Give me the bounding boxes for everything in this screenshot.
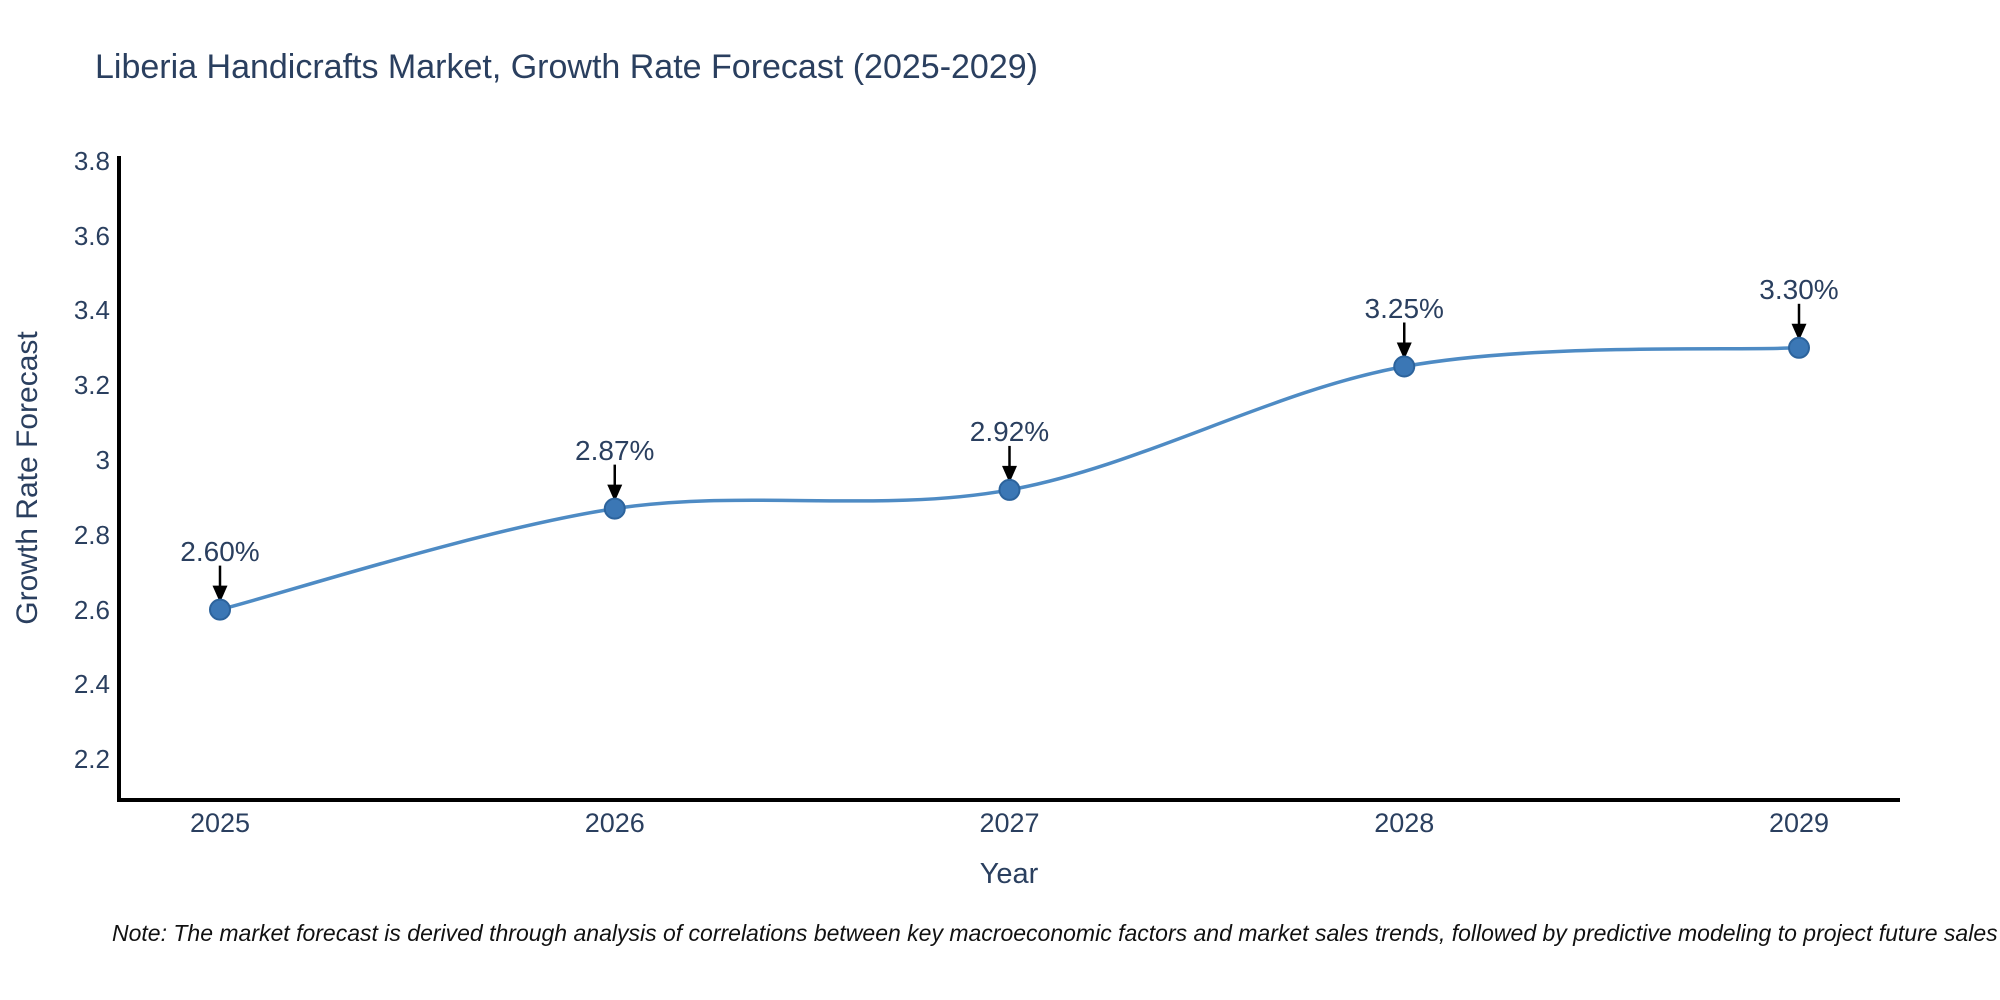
- x-tick-label: 2025: [189, 808, 251, 838]
- data-point-label: 3.25%: [1364, 292, 1444, 324]
- annotation-arrow-head: [607, 484, 623, 502]
- annotation-arrow-head: [1002, 465, 1017, 483]
- data-point-label: 2.92%: [969, 415, 1050, 447]
- annotation-arrow-head: [212, 585, 228, 603]
- x-axis-title: Year: [979, 858, 1039, 890]
- data-point-label: 2.87%: [575, 434, 655, 466]
- y-tick-label: 3.8: [73, 145, 110, 176]
- y-tick-label: 2.2: [73, 744, 110, 775]
- data-point-marker[interactable]: [209, 598, 231, 621]
- y-tick-label: 2.4: [73, 669, 110, 700]
- x-tick-label: 2027: [979, 808, 1040, 838]
- data-point-marker[interactable]: [1393, 355, 1416, 378]
- x-axis-line: [117, 798, 1900, 802]
- y-tick-label: 3.4: [73, 295, 110, 326]
- x-tick-label: 2029: [1768, 808, 1830, 838]
- annotation-arrow-head: [1791, 323, 1807, 341]
- data-point-label: 3.30%: [1759, 273, 1839, 305]
- y-tick-label: 3.2: [73, 370, 110, 401]
- y-tick-label: 2.6: [73, 594, 110, 625]
- x-tick-label: 2026: [584, 808, 645, 838]
- y-tick-label: 3: [95, 445, 110, 475]
- footnote: Note: The market forecast is derived thr…: [112, 920, 1998, 946]
- y-tick-label: 3.6: [73, 220, 110, 251]
- chart-title: Liberia Handicrafts Market, Growth Rate …: [95, 48, 1038, 86]
- data-point-marker[interactable]: [603, 497, 626, 520]
- y-axis-line: [117, 156, 121, 802]
- annotation-arrow-head: [1396, 342, 1412, 360]
- x-tick-label: 2028: [1374, 808, 1435, 838]
- data-point-marker[interactable]: [998, 478, 1021, 501]
- data-point-label: 2.60%: [180, 535, 260, 567]
- data-point-marker[interactable]: [1788, 336, 1810, 359]
- y-tick-label: 2.8: [73, 519, 110, 550]
